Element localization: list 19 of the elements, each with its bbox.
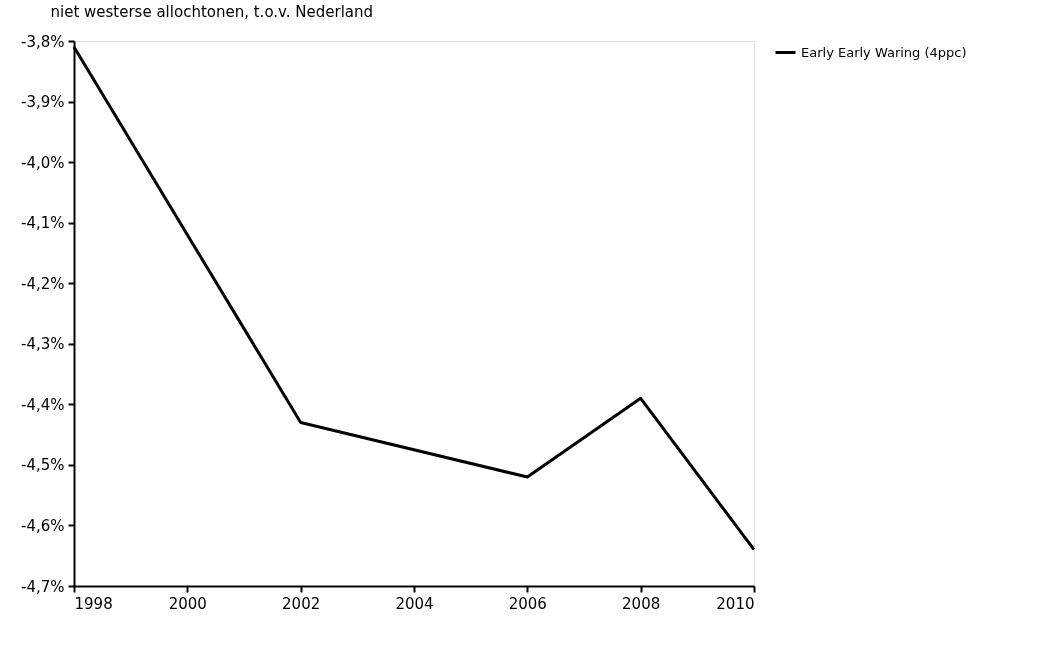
y-tick-label: -4,4% (20, 395, 65, 414)
x-tick-label: 2002 (282, 594, 321, 613)
x-tick-label: 1998 (74, 594, 113, 613)
x-tick-label: 2010 (716, 594, 755, 613)
legend-label: Early Early Waring (4ppc) (801, 44, 967, 60)
y-tick-label: -4,6% (20, 516, 65, 535)
y-tick-label: -4,3% (20, 335, 65, 354)
y-tick-label: -4,0% (20, 153, 65, 172)
y-tick-label: -4,7% (20, 577, 65, 596)
x-tick-label: 2000 (168, 594, 207, 613)
x-tick-label: 2004 (395, 594, 434, 613)
y-tick-label: -4,1% (20, 214, 65, 233)
x-tick-label: 2006 (508, 594, 547, 613)
y-tick-label: -3,9% (20, 93, 65, 112)
y-tick-label: -4,2% (20, 274, 65, 293)
x-tick-label: 2008 (622, 594, 661, 613)
y-tick-label: -3,8% (20, 32, 65, 51)
chart-title: niet westerse allochtonen, t.o.v. Nederland (50, 3, 374, 21)
y-tick-label: -4,5% (20, 456, 65, 475)
